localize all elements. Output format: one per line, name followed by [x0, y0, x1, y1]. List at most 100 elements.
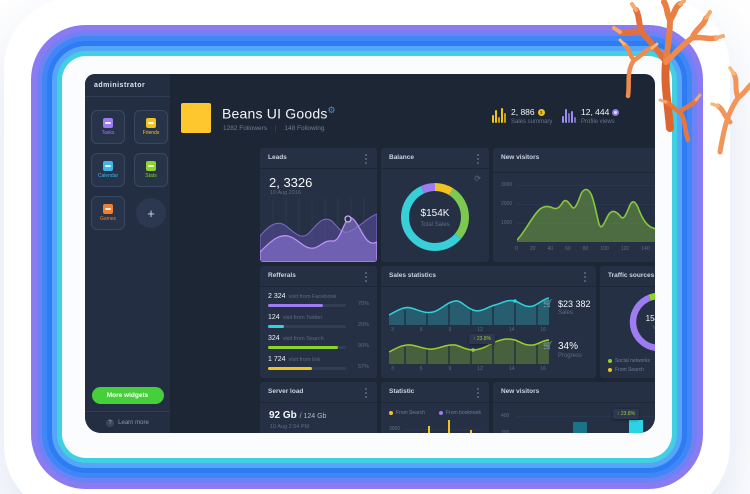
progress-stat-block: 🛒 34% Progress — [543, 341, 582, 359]
statistic-bar-chart — [428, 420, 472, 433]
traffic-legend: Social networks Following a link From Se… — [608, 358, 655, 373]
server-load-total: / 124 Gb — [299, 413, 327, 420]
following-count: 148 Following — [284, 125, 325, 132]
server-load-used: 92 Gb — [269, 410, 297, 421]
brand-logo — [181, 103, 211, 133]
progress-bar — [268, 304, 346, 307]
sales-area-chart — [389, 297, 549, 325]
progress-bar — [268, 367, 346, 370]
sales-label: Sales — [557, 310, 573, 316]
page-title: Beans UI Goods⚙ — [222, 105, 336, 122]
sidebar-item-stats[interactable]: Stats — [134, 153, 168, 187]
coin-icon: $ — [537, 108, 545, 116]
card-traffic-sources: Traffic sources 154678 Visits Social net… — [600, 266, 655, 378]
tasks-icon — [103, 118, 113, 128]
plus-icon: + — [147, 205, 155, 221]
sidebar-item-calendar[interactable]: Calendar — [91, 153, 125, 187]
games-icon — [103, 204, 113, 214]
chart-tooltip: ↑ 23.8% — [613, 409, 640, 419]
kebab-menu-icon[interactable] — [362, 272, 370, 282]
balance-total-label: Total Sales — [420, 222, 450, 228]
kebab-menu-icon[interactable] — [474, 388, 482, 398]
card-server-load: Server load 92 Gb / 124 Gb 10 Aug 2:54 P… — [260, 382, 377, 433]
progress-bar — [268, 325, 346, 328]
server-load-date: 10 Aug 2:54 PM — [270, 424, 310, 430]
card-title: Sales statistics — [389, 272, 436, 279]
progress-area-chart — [389, 338, 549, 364]
refferal-row: 2 324 visit from Facebook 70% — [268, 293, 369, 307]
cart-icon: 🛒 — [543, 341, 553, 350]
new-visitors-bar-chart — [573, 420, 643, 433]
refresh-icon[interactable]: ⟳ — [474, 174, 481, 183]
card-new-visitors-bars: New visitors 400 300 ↑ 23.8% — [493, 382, 655, 433]
progress-percent: 20% — [357, 322, 369, 328]
statistic-legend: From Search From bookmark — [389, 410, 485, 416]
question-icon: ? — [106, 418, 115, 427]
card-title: Traffic sources — [608, 272, 655, 279]
sidebar-item-label: Stats — [145, 173, 157, 179]
sales-summary-value: 2, 886 — [511, 107, 535, 117]
kebab-menu-icon[interactable] — [362, 154, 370, 164]
sidebar-item-friends[interactable]: Friends — [134, 110, 168, 144]
traffic-total-label: Visits — [652, 325, 655, 331]
sidebar-item-label: Calendar — [97, 173, 119, 179]
progress-percent: 70% — [357, 301, 369, 307]
profile-views-label: Profile views — [581, 119, 615, 125]
balance-donut-chart — [401, 183, 469, 251]
more-widgets-button[interactable]: More widgets — [91, 387, 164, 404]
add-widget-button[interactable]: + — [136, 198, 166, 228]
sidebar-item-tasks[interactable]: Tasks — [91, 110, 125, 144]
progress-label: Progress — [557, 353, 582, 359]
progress-bar — [268, 346, 346, 349]
views-badge-icon — [612, 108, 620, 116]
chart-tooltip: ↑ 23.8% — [469, 334, 496, 344]
dashboard: administrator Tasks Friends Calendar Sta… — [85, 74, 655, 433]
kebab-menu-icon[interactable] — [581, 272, 589, 282]
stats-icon — [146, 161, 156, 171]
kebab-menu-icon[interactable] — [474, 154, 482, 164]
sidebar-user-label: administrator — [85, 74, 170, 97]
sales-stat-block: 🛒 $23 382 Sales — [543, 299, 591, 316]
page-header: Beans UI Goods⚙ 1282 Followers | 148 Fol… — [170, 74, 655, 148]
calendar-icon — [103, 161, 113, 171]
leads-value: 2, 3326 — [269, 175, 313, 190]
progress-percent: 90% — [357, 343, 369, 349]
card-title: New visitors — [501, 154, 540, 161]
leads-area-chart — [260, 198, 377, 262]
y-tick: 3000 — [501, 182, 513, 188]
leads-date: 10 Aug 2016 — [270, 190, 301, 196]
sales-summary-stat: 2, 886 $ Sales summary — [492, 107, 552, 125]
profile-views-stat: 12, 444 Profile views — [562, 107, 620, 125]
progress-value: 34% — [557, 341, 578, 352]
sidebar: administrator Tasks Friends Calendar Sta… — [85, 74, 170, 433]
card-leads: Leads 2, 3326 10 Aug 2016 — [260, 148, 377, 262]
balance-total: $154K — [420, 208, 450, 219]
traffic-total: 154678 — [645, 314, 655, 323]
settings-gear-icon[interactable]: ⚙ — [327, 105, 336, 115]
main-area: Beans UI Goods⚙ 1282 Followers | 148 Fol… — [170, 74, 655, 433]
sidebar-item-label: Tasks — [101, 130, 115, 136]
kebab-menu-icon[interactable] — [362, 388, 370, 398]
sidebar-item-games[interactable]: Games — [91, 196, 125, 230]
new-visitors-line-chart — [517, 188, 655, 242]
refferal-row: 324 visit from Search 90% — [268, 335, 369, 349]
y-tick: 300 — [501, 430, 510, 433]
sidebar-widget-grid: Tasks Friends Calendar Stats Games — [85, 97, 170, 230]
learn-more-link[interactable]: ? Learn more — [85, 411, 170, 433]
y-tick: 3000 — [389, 426, 401, 432]
card-title: New visitors — [501, 388, 540, 395]
sidebar-item-label: Friends — [142, 130, 160, 136]
card-refferals: Refferals 2 324 visit from Facebook 70% 1… — [260, 266, 377, 378]
card-title: Balance — [389, 154, 414, 161]
sales-summary-label: Sales summary — [511, 119, 553, 125]
card-title: Refferals — [268, 272, 296, 279]
card-balance: Balance ⟳ $154K Total Sales — [381, 148, 489, 262]
cart-icon: 🛒 — [543, 299, 553, 308]
sidebar-bottom: More widgets ? Learn more — [85, 387, 170, 433]
followers-count: 1282 Followers — [223, 125, 268, 132]
profile-views-value: 12, 444 — [581, 107, 610, 117]
y-tick: 400 — [501, 413, 510, 419]
